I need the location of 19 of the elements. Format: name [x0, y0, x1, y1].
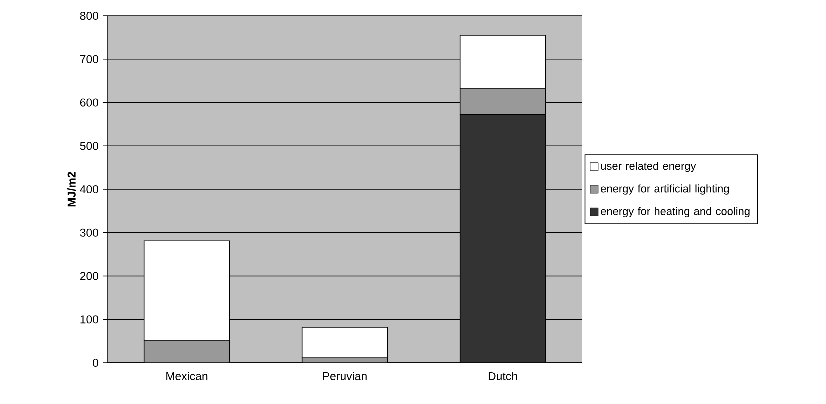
y-tick-label: 200 — [80, 272, 99, 280]
legend-label: user related energy — [601, 162, 696, 172]
x-tick-label: Mexican — [166, 372, 208, 380]
y-tick-label: 0 — [93, 358, 99, 368]
y-tick-label: 300 — [80, 228, 99, 237]
y-tick-label: 400 — [80, 185, 99, 194]
x-tick-label: Peruvian — [323, 372, 367, 380]
x-tick-label: Dutch — [488, 372, 518, 380]
bar — [302, 327, 388, 358]
y-tick-label: 600 — [80, 98, 99, 107]
y-tick-label: 100 — [80, 316, 99, 324]
y-axis-title: MJ/m2 — [68, 172, 76, 207]
y-tick-label: 700 — [80, 55, 99, 64]
legend-label: energy for artificial lighting — [601, 184, 730, 195]
y-tick-label: 500 — [80, 142, 99, 150]
bar — [144, 340, 230, 363]
y-tick-label: 800 — [80, 12, 99, 20]
bar — [460, 88, 546, 116]
legend-label: energy for heating and cooling — [601, 207, 750, 218]
